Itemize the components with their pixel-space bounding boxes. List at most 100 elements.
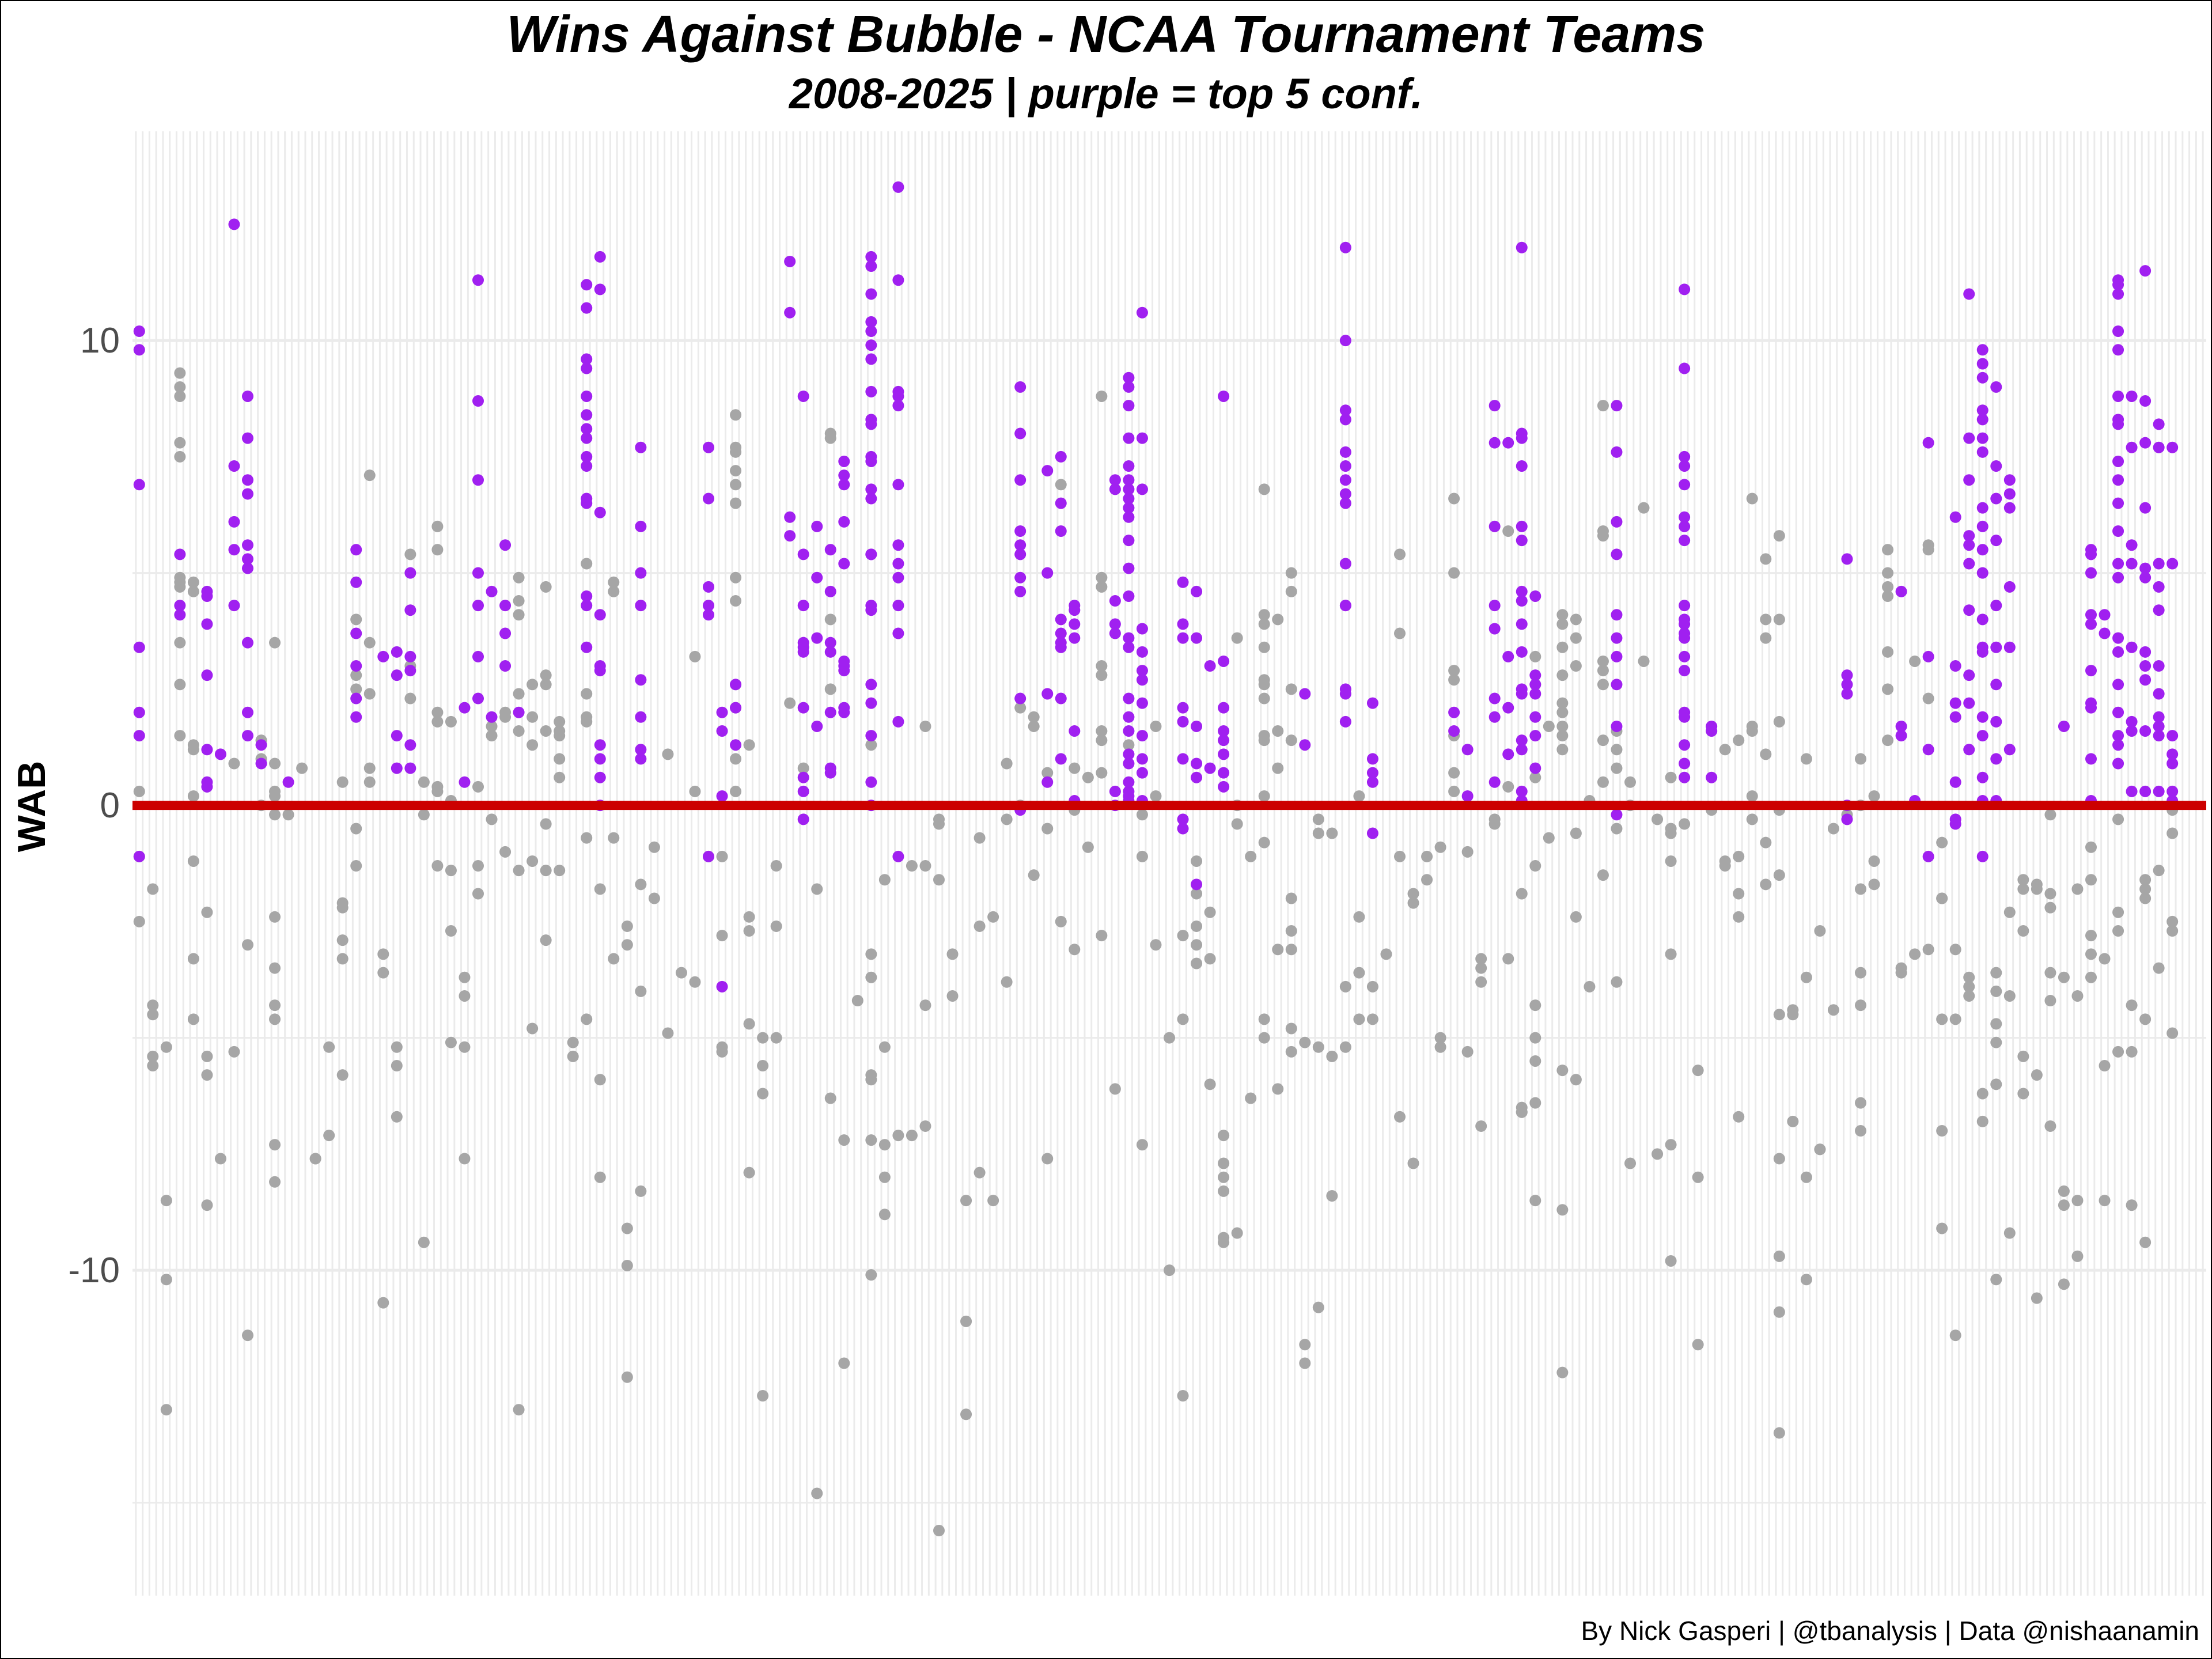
top5-conf-point [1976,432,1988,444]
other-conf-point [2153,962,2165,974]
top5-conf-point [594,665,606,677]
other-conf-point [269,911,281,923]
top5-conf-point [1963,288,1975,300]
other-conf-point [459,971,471,983]
other-conf-point [1096,930,1108,942]
top5-conf-point [865,548,877,560]
other-conf-point [1353,967,1365,979]
other-conf-point [730,479,742,491]
other-conf-point [1069,762,1081,774]
other-conf-point [1529,650,1541,662]
top5-conf-point [581,423,593,435]
other-conf-point [336,934,349,946]
other-conf-point [824,1092,836,1104]
top5-conf-point [2139,265,2152,277]
top5-conf-point [228,516,240,528]
other-conf-point [1963,990,1975,1002]
other-conf-point [1556,618,1569,630]
top5-conf-point [1976,613,1988,626]
other-conf-point [377,967,389,979]
other-conf-point [1218,1236,1230,1248]
other-conf-point [391,1111,403,1123]
top5-conf-point [892,390,904,402]
other-conf-point [919,1120,931,1132]
top5-conf-point [350,711,362,723]
other-conf-point [1448,767,1460,779]
other-conf-point [1299,1036,1311,1048]
top5-conf-point [2153,785,2165,797]
top5-conf-point [1963,669,1975,681]
top5-conf-point [486,711,498,723]
top5-conf-point [2099,609,2111,621]
other-conf-point [554,865,566,877]
top5-conf-point [2003,502,2016,514]
top5-conf-point [133,325,145,338]
top5-conf-point [838,665,850,677]
top5-conf-point [1123,535,1135,547]
top5-conf-point [2153,730,2165,742]
other-conference-points [133,367,2179,1537]
other-conf-point [1096,390,1108,402]
top5-conf-point [1339,414,1351,426]
top5-conf-point [865,418,877,430]
top5-conf-point [1191,720,1203,732]
top5-conf-point [2112,739,2124,751]
other-conf-point [1638,655,1650,667]
other-conf-point [1597,869,1609,881]
other-conf-point [2044,902,2056,914]
other-conf-point [1760,836,1772,849]
top5-conf-point [2058,720,2070,732]
top5-conf-point [1963,474,1975,486]
other-conf-point [960,1195,972,1207]
top5-conf-point [1123,400,1135,412]
top5-conf-point [865,339,877,351]
top5-conf-point [1679,771,1691,783]
top5-conf-point [1069,604,1081,616]
other-conf-point [431,706,444,718]
other-conf-point [1448,567,1460,579]
top5-conf-point [1123,748,1135,760]
other-conf-point [391,1041,403,1053]
other-conf-point [1258,836,1270,849]
top5-conf-point [797,771,809,783]
top5-conf-point [1516,535,1528,547]
top5-conf-point [1679,450,1691,463]
top5-conf-point [2126,785,2138,797]
other-conf-point [1285,892,1297,904]
other-conf-point [2017,1088,2029,1100]
top5-conf-point [1488,711,1501,723]
other-conf-point [540,669,552,681]
other-conf-point [1868,855,1880,867]
top5-conf-point [1679,739,1691,751]
other-conf-point [201,1050,213,1062]
other-conf-point [1353,911,1365,923]
other-conf-point [1584,980,1596,993]
top5-conf-point [133,730,145,742]
other-conf-point [201,1069,213,1081]
other-conf-point [1800,1171,1812,1183]
other-conf-point [1529,999,1541,1012]
top5-conf-point [2003,488,2016,500]
other-conf-point [1285,567,1297,579]
other-conf-point [174,367,186,379]
other-conf-point [1679,818,1691,830]
other-conf-point [1611,823,1623,835]
other-conf-point [1990,967,2002,979]
top5-conf-point [1976,372,1988,384]
top5-conf-point [1516,241,1528,253]
other-conf-point [635,1185,647,1197]
other-conf-point [147,1009,159,1021]
other-conf-point [743,911,755,923]
top5-conf-point [2112,279,2124,291]
top5-conf-point [1123,725,1135,737]
other-conf-point [1800,1274,1812,1286]
top5-conf-point [1218,725,1230,737]
top5-conf-point [1679,460,1691,472]
top5-conf-point [255,739,267,751]
top5-conf-point [1895,720,1907,732]
top5-conf-point [1841,669,1853,681]
other-conf-point [2166,915,2179,927]
top5-conf-point [1488,600,1501,612]
other-conf-point [1665,1255,1677,1267]
top5-conf-point [242,562,253,574]
